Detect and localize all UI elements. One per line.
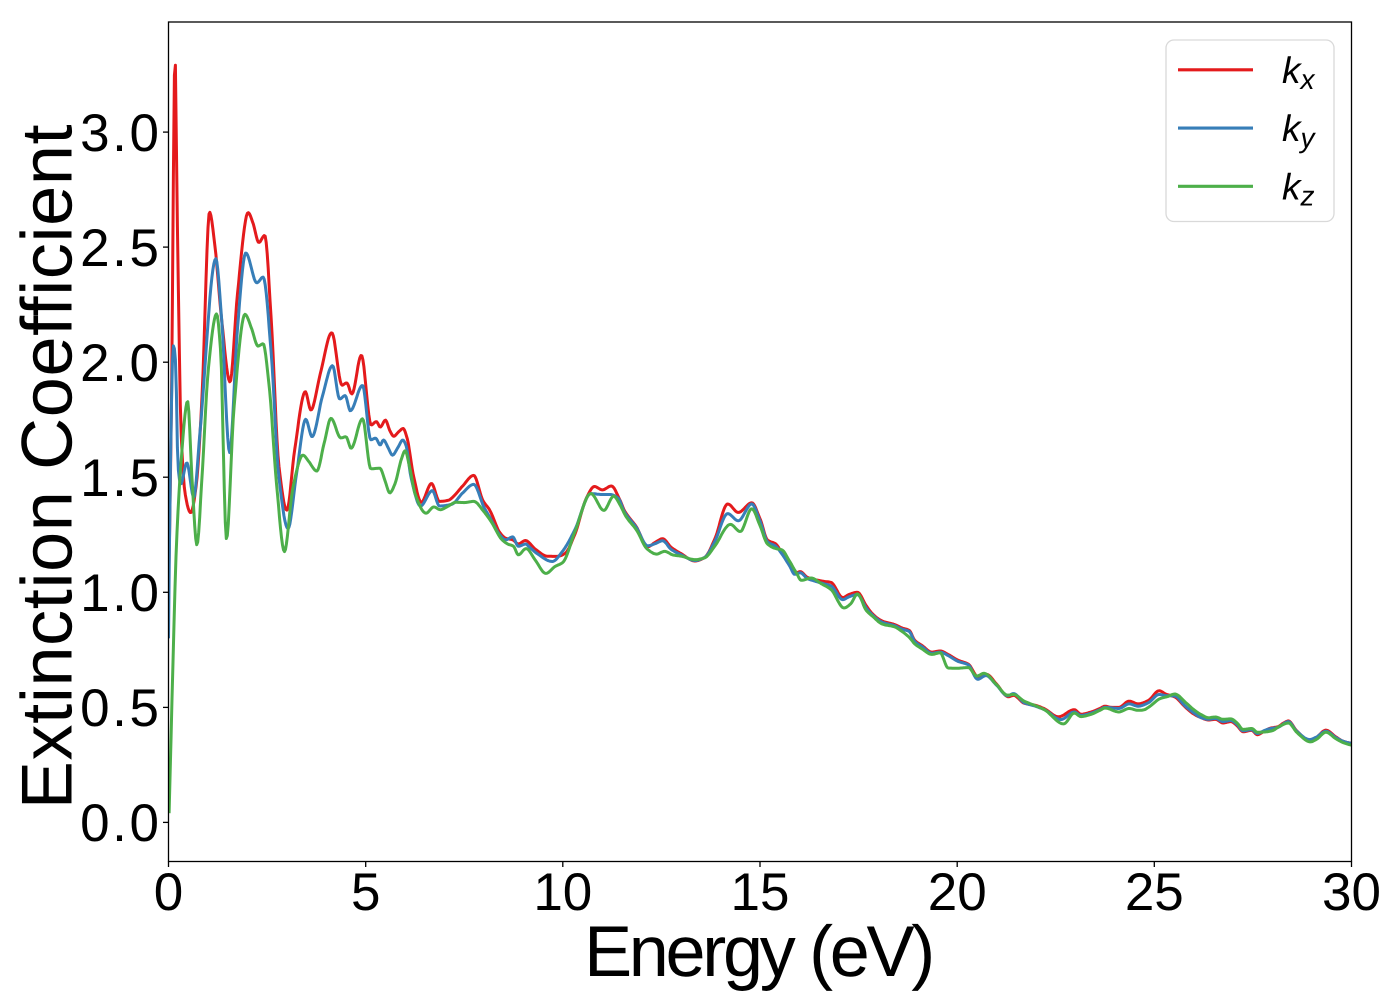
svg-text:1.5: 1.5 <box>80 449 161 508</box>
svg-text:3.0: 3.0 <box>80 104 161 163</box>
svg-text:25: 25 <box>1125 863 1184 922</box>
svg-text:1.0: 1.0 <box>80 564 161 623</box>
svg-text:Energy (eV): Energy (eV) <box>584 912 932 992</box>
svg-text:30: 30 <box>1322 863 1381 922</box>
svg-text:Extinction Coefficient: Extinction Coefficient <box>8 124 88 809</box>
svg-text:kz: kz <box>1282 166 1315 211</box>
svg-text:0.0: 0.0 <box>80 794 161 853</box>
svg-text:0.5: 0.5 <box>80 679 161 738</box>
svg-text:15: 15 <box>731 863 790 922</box>
svg-text:20: 20 <box>928 863 987 922</box>
svg-text:2.5: 2.5 <box>80 219 161 278</box>
svg-text:0: 0 <box>154 863 183 922</box>
svg-text:10: 10 <box>533 863 592 922</box>
svg-text:5: 5 <box>351 863 380 922</box>
svg-text:2.0: 2.0 <box>80 334 161 393</box>
svg-text:ky: ky <box>1282 108 1317 153</box>
